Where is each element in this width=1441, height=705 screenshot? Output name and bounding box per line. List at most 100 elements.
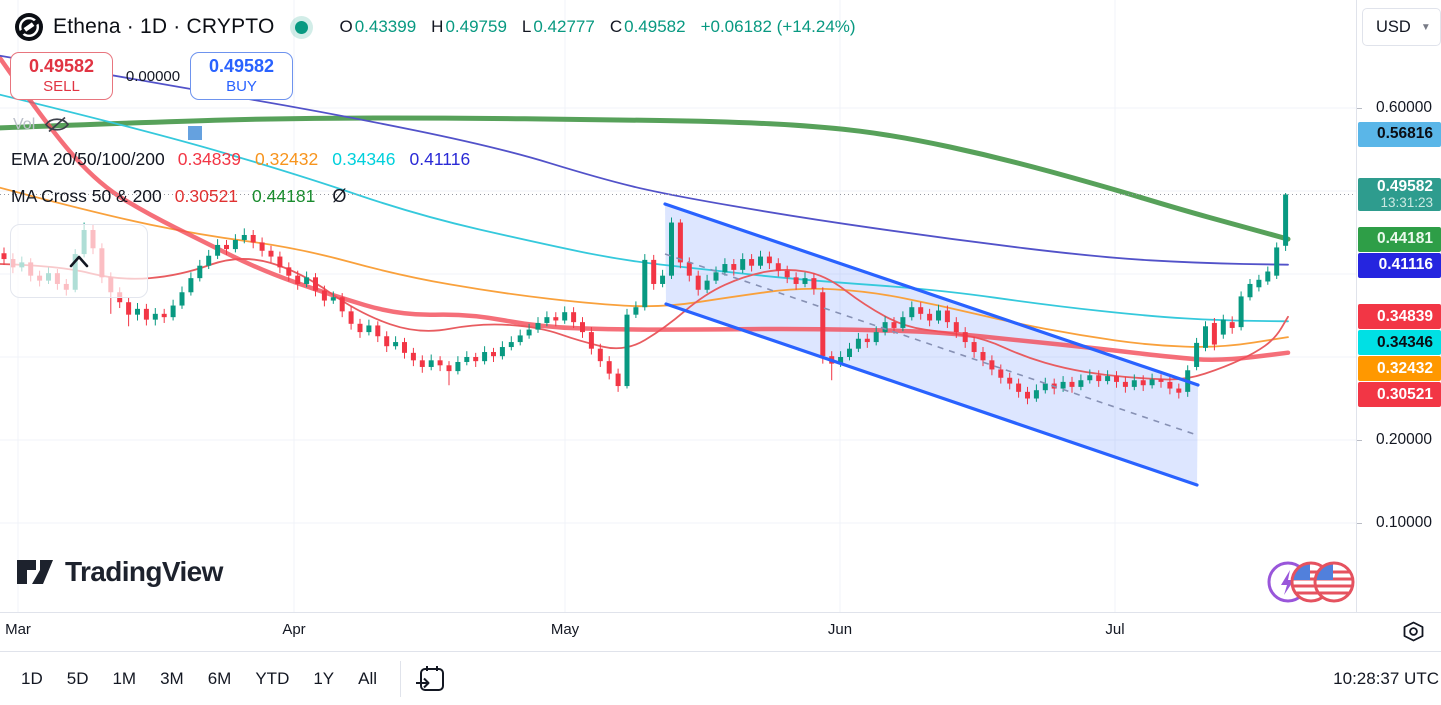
tradingview-mark-icon — [17, 560, 53, 584]
ohlc-values: O 0.43399 H 0.49759 L 0.42777 C 0.49582 +0.0… — [339, 17, 855, 37]
tradingview-logo-text: TradingView — [65, 556, 223, 587]
price-tick-label: 0.20000 — [1375, 431, 1432, 448]
price-tick-label: 0.10000 — [1375, 514, 1432, 531]
price-label-0.49582: 0.49582 13:31:23 — [1358, 177, 1441, 211]
price-label-value: 0.41116 — [1378, 256, 1433, 274]
channel-lower-line — [664, 302, 1199, 487]
bar-close-countdown: 13:31:23 — [1380, 194, 1433, 210]
axis-tick — [1357, 522, 1362, 524]
price-scale[interactable]: 0.60000 0.20000 0.10000 0.56816 0.49582 13:31… — [1356, 0, 1441, 612]
sell-price: 0.49582 — [28, 56, 95, 77]
range-button-1m[interactable]: 1M — [112, 668, 137, 688]
buy-price: 0.49582 — [208, 56, 275, 77]
price-label-value: 0.44181 — [1376, 230, 1433, 248]
price-label-value: 0.49582 — [1376, 178, 1433, 196]
month-label-jul[interactable]: Jul — [1105, 621, 1125, 638]
price-label-value: 0.34839 — [1376, 307, 1433, 325]
bottom-toolbar: 1D 5D 1M 3M 6M YTD 1Y All 10:28:37 UTC — [0, 651, 1441, 705]
ma-cross-value-1: 0.44181 — [252, 186, 316, 206]
range-button-5d[interactable]: 5D — [66, 668, 89, 688]
chevron-down-icon: ▼ — [1420, 21, 1431, 33]
month-label-apr[interactable]: Apr — [282, 621, 306, 638]
high-value: 0.49759 — [445, 17, 507, 36]
range-button-1y[interactable]: 1Y — [313, 668, 335, 688]
ema-value-3: 0.41116 — [409, 149, 471, 169]
ema-legend-label[interactable]: EMA 20/50/100/200 — [11, 149, 165, 169]
close-letter: C — [609, 17, 623, 36]
range-button-ytd[interactable]: YTD — [255, 668, 290, 688]
clock-utc[interactable]: 10:28:37 UTC — [1333, 668, 1439, 688]
drawing-anchor-handle — [188, 126, 202, 140]
open-value: 0.43399 — [354, 17, 417, 36]
price-label-value: 0.34346 — [1376, 333, 1433, 351]
buy-label: BUY — [226, 77, 257, 95]
date-range-buttons: 1D 5D 1M 3M 6M YTD 1Y All — [10, 663, 388, 695]
channel-mid-line — [664, 253, 1198, 436]
price-tick-label: 0.60000 — [1375, 99, 1432, 116]
range-button-6m[interactable]: 6M — [207, 668, 232, 688]
spread-value: 0.00000 — [125, 68, 181, 85]
month-label-mar[interactable]: Mar — [5, 621, 31, 638]
currency-label: USD — [1376, 17, 1411, 36]
ema-20-line — [0, 258, 1289, 381]
empty-set-icon: Ø — [332, 186, 347, 206]
tradingview-logo[interactable]: TradingView — [16, 556, 223, 588]
indicator-lines — [0, 54, 1291, 381]
range-button-all[interactable]: All — [358, 668, 378, 688]
market-status-dot — [295, 20, 309, 34]
high-letter: H — [431, 17, 444, 36]
open-letter: O — [339, 17, 353, 36]
month-label-may[interactable]: May — [550, 621, 580, 638]
range-button-1d[interactable]: 1D — [21, 668, 43, 688]
grid-lines — [0, 0, 1356, 612]
symbol-pair-flags-icon[interactable] — [1266, 558, 1356, 606]
time-scale[interactable]: Mar Apr May Jun Jul — [0, 612, 1441, 651]
axis-tick — [1357, 107, 1362, 109]
gear-icon[interactable] — [1400, 618, 1427, 645]
ema-50-line — [0, 186, 1289, 348]
ma-cross-legend-label[interactable]: MA Cross 50 & 200 — [11, 186, 162, 206]
sell-label: SELL — [43, 77, 80, 95]
volume-legend-label[interactable]: Vol — [13, 115, 36, 133]
ma-cross-legend-row: MA Cross 50 & 200 0.30521 0.44181 Ø — [11, 186, 346, 207]
ma-cross-value-0: 0.30521 — [174, 186, 239, 206]
axis-tick — [1357, 439, 1362, 441]
ma-50-line — [0, 55, 1291, 362]
channel-upper-line — [663, 202, 1200, 387]
volume-legend-row: Vol — [13, 115, 70, 134]
go-to-date-icon[interactable] — [413, 662, 447, 696]
ethena-logo[interactable] — [14, 12, 44, 42]
ema-legend-row: EMA 20/50/100/200 0.34839 0.32432 0.34346 0… — [11, 149, 470, 170]
legend-expander-button[interactable] — [10, 224, 148, 298]
buy-button[interactable]: 0.49582 BUY — [190, 52, 293, 100]
ema-value-2: 0.34346 — [332, 149, 396, 169]
price-label-0.34346: 0.34346 — [1358, 330, 1441, 356]
ema-value-0: 0.34839 — [177, 149, 241, 169]
price-label-value: 0.32432 — [1376, 359, 1433, 377]
ema-legend-values: 0.34839 0.32432 0.34346 0.41116 — [178, 149, 470, 170]
ma-200-line — [0, 115, 1291, 242]
range-button-3m[interactable]: 3M — [160, 668, 184, 688]
price-label-0.34839: 0.34839 — [1358, 304, 1441, 330]
close-value: 0.49582 — [624, 17, 686, 36]
sell-button[interactable]: 0.49582 SELL — [10, 52, 113, 100]
currency-selector[interactable]: USD ▼ — [1362, 8, 1441, 46]
ema-value-1: 0.32432 — [255, 149, 319, 169]
price-label-value: 0.56816 — [1376, 125, 1433, 143]
ma-cross-legend-values: 0.30521 0.44181 — [175, 186, 316, 207]
eye-hidden-icon[interactable] — [44, 115, 70, 134]
price-label-0.30521: 0.30521 — [1358, 382, 1441, 408]
change-value: +0.06182 (+14.24%) — [700, 17, 856, 36]
ema-200-line — [0, 54, 1289, 266]
month-label-jun[interactable]: Jun — [827, 621, 853, 638]
low-letter: L — [521, 17, 532, 36]
price-label-value: 0.30521 — [1376, 385, 1433, 403]
price-label-0.41116: 0.41116 — [1358, 252, 1441, 278]
price-label-0.32432: 0.32432 — [1358, 356, 1441, 382]
chart-canvas[interactable] — [0, 0, 1356, 612]
price-label-0.44181: 0.44181 — [1358, 226, 1441, 252]
symbol-title[interactable]: Ethena · 1D · CRYPTO — [53, 15, 275, 38]
price-label-0.56816: 0.56816 — [1358, 121, 1441, 147]
toolbar-divider — [400, 660, 402, 697]
